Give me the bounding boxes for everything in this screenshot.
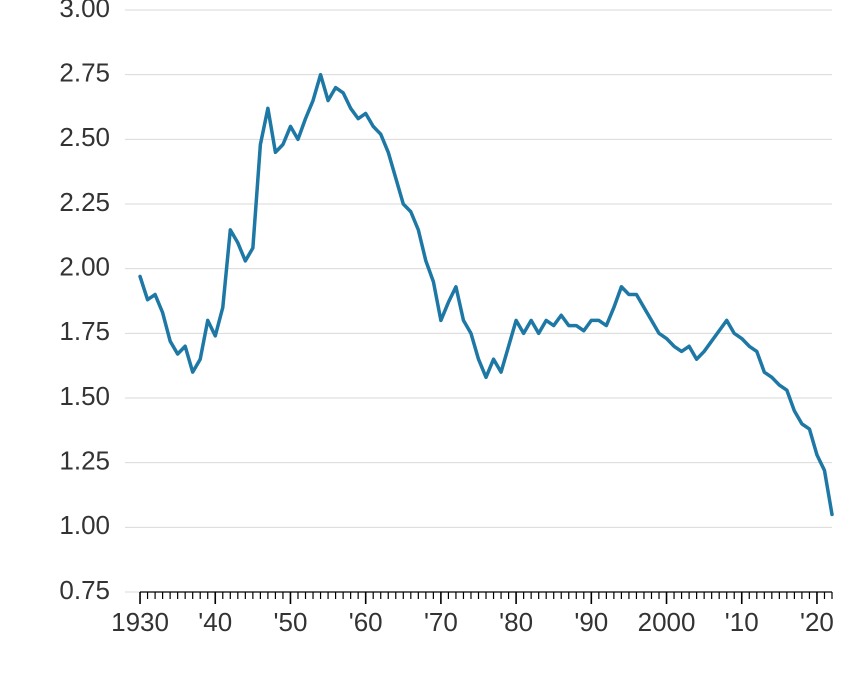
- line-chart: 0.75 1.00 1.25 1.50 1.75 2.00 2.25 2.50 2.75 3.00…: [0, 0, 847, 686]
- y-tick-label: 0.75: [59, 575, 110, 605]
- y-tick-label: 1.50: [59, 381, 110, 411]
- y-tick-label: 1.25: [59, 446, 110, 476]
- x-tick-label: '40: [198, 607, 232, 637]
- y-tick-label: 3.00: [59, 0, 110, 23]
- x-tick-label: '80: [499, 607, 533, 637]
- y-tick-label: 2.75: [59, 58, 110, 88]
- x-tick-label: '70: [424, 607, 458, 637]
- x-tick-label: '10: [725, 607, 759, 637]
- chart-svg: 0.75 1.00 1.25 1.50 1.75 2.00 2.25 2.50 2.75 3.00…: [0, 0, 847, 686]
- x-tick-label: 1930: [111, 607, 169, 637]
- x-tick-label: '60: [349, 607, 383, 637]
- x-tick-label: '50: [274, 607, 308, 637]
- x-tick-label: 2000: [638, 607, 696, 637]
- x-tick-label: '20: [800, 607, 834, 637]
- y-tick-label: 1.00: [59, 510, 110, 540]
- y-tick-label: 2.25: [59, 187, 110, 217]
- x-tick-label: '90: [574, 607, 608, 637]
- y-tick-label: 2.50: [59, 122, 110, 152]
- y-tick-label: 1.75: [59, 316, 110, 346]
- y-tick-label: 2.00: [59, 252, 110, 282]
